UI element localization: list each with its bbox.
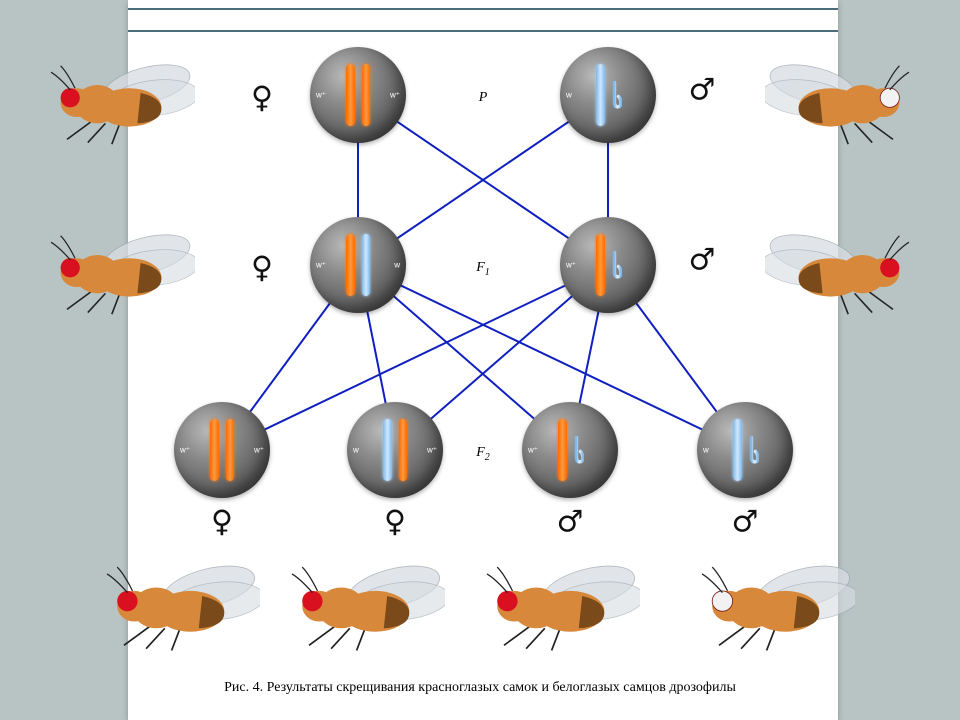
chromosome-left <box>383 419 392 480</box>
genotype-node-P_L: w⁺ w⁺ <box>310 47 406 143</box>
male-symbol-icon: ♂ <box>557 505 584 540</box>
genotype-node-P_R: w <box>560 47 656 143</box>
allele-left: w⁺ <box>180 446 190 455</box>
female-symbol-icon: ♀ <box>384 505 406 540</box>
allele-left: w <box>353 446 359 455</box>
female-symbol-icon: ♀ <box>251 251 273 286</box>
fly-icon <box>765 215 925 314</box>
allele-right: w <box>394 261 400 270</box>
figure-caption: Рис. 4. Результаты скрещивания красногла… <box>0 680 960 696</box>
drosophila-red-eye <box>765 215 925 319</box>
allele-left: w⁺ <box>528 446 538 455</box>
drosophila-white-eye <box>765 45 925 149</box>
generation-label: P <box>479 90 488 106</box>
y-chromosome-icon <box>611 234 623 295</box>
y-chromosome-icon <box>748 419 760 480</box>
genotype-node-F2_4: w <box>697 402 793 498</box>
allele-left: w⁺ <box>316 91 326 100</box>
genotype-node-F2_2: w w⁺ <box>347 402 443 498</box>
chromosome-left <box>596 64 605 125</box>
chromosome-y <box>748 419 760 480</box>
chromosome-left <box>346 64 355 125</box>
fly-icon <box>35 215 195 314</box>
male-symbol-icon: ♂ <box>732 505 759 540</box>
header-band <box>128 8 838 32</box>
allele-left: w <box>703 446 709 455</box>
chromosome-left <box>346 234 355 295</box>
drosophila-red-eye <box>470 545 640 655</box>
female-symbol-icon: ♀ <box>251 81 273 116</box>
male-symbol-icon: ♂ <box>689 73 716 108</box>
allele-right: w⁺ <box>390 91 400 100</box>
genotype-node-F2_3: w⁺ <box>522 402 618 498</box>
chromosome-y <box>611 234 623 295</box>
fly-icon <box>90 545 260 650</box>
chromosome-left <box>596 234 605 295</box>
fly-icon <box>470 545 640 650</box>
generation-label: F1 <box>476 260 490 278</box>
chromosome-right <box>399 419 408 480</box>
chromosome-left <box>210 419 219 480</box>
allele-left: w⁺ <box>316 261 326 270</box>
male-symbol-icon: ♂ <box>689 243 716 278</box>
fly-icon <box>685 545 855 650</box>
genotype-node-F1_L: w⁺ w <box>310 217 406 313</box>
fly-icon <box>765 45 925 144</box>
chromosome-y <box>611 64 623 125</box>
fly-icon <box>35 45 195 144</box>
drosophila-red-eye <box>35 45 195 149</box>
generation-label: F2 <box>476 445 490 463</box>
chromosome-right <box>362 234 371 295</box>
fly-icon <box>275 545 445 650</box>
y-chromosome-icon <box>611 64 623 125</box>
drosophila-red-eye <box>275 545 445 655</box>
chromosome-right <box>226 419 235 480</box>
chromosome-left <box>733 419 742 480</box>
allele-right: w⁺ <box>427 446 437 455</box>
allele-left: w <box>566 91 572 100</box>
genotype-node-F2_1: w⁺ w⁺ <box>174 402 270 498</box>
female-symbol-icon: ♀ <box>211 505 233 540</box>
chromosome-left <box>558 419 567 480</box>
allele-left: w⁺ <box>566 261 576 270</box>
y-chromosome-icon <box>573 419 585 480</box>
genotype-node-F1_R: w⁺ <box>560 217 656 313</box>
drosophila-red-eye <box>35 215 195 319</box>
allele-right: w⁺ <box>254 446 264 455</box>
chromosome-y <box>573 419 585 480</box>
diagram-stage: w⁺w⁺w w⁺ww⁺ w⁺w⁺ww⁺w⁺ w PF1F2 ♀♂♀♂♀♀♂♂ <box>0 0 960 720</box>
drosophila-white-eye <box>685 545 855 655</box>
drosophila-red-eye <box>90 545 260 655</box>
chromosome-right <box>362 64 371 125</box>
